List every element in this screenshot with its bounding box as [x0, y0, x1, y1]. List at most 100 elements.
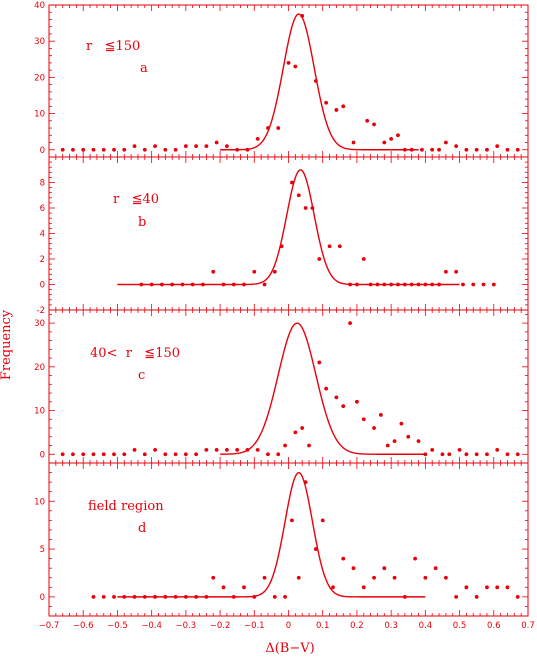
data-point [81, 147, 86, 152]
x-tick-label: −0.6 [73, 621, 94, 631]
x-tick-label: 0.3 [384, 621, 398, 631]
x-tick-labels: −0.7 −0.6 −0.5 −0.4 −0.3 −0.2 −0.1 0 0.1 0.2 0.3 0.… [39, 621, 535, 631]
data-point [255, 447, 260, 452]
data-point [160, 282, 164, 287]
panel-label: field region [88, 499, 164, 514]
data-point [142, 147, 147, 152]
data-point [242, 282, 246, 287]
data-point [495, 447, 500, 452]
data-point [337, 244, 342, 249]
panel-frame [48, 309, 529, 464]
data-point [423, 575, 428, 580]
data-point [211, 575, 216, 580]
data-point [355, 399, 359, 404]
data-point [279, 244, 284, 249]
data-point [252, 269, 257, 274]
data-point [300, 13, 305, 18]
data-point [348, 321, 352, 326]
data-point [245, 447, 250, 452]
data-point [474, 594, 479, 599]
y-tick-label: 0 [40, 281, 45, 291]
y-tick-label: 10 [34, 497, 45, 507]
data-point [183, 452, 188, 457]
data-point [153, 594, 157, 599]
data-point [382, 282, 387, 287]
data-point [378, 413, 383, 417]
data-point [194, 594, 199, 599]
data-point [201, 282, 205, 287]
y-tick-label: -2 [37, 306, 45, 316]
data-point [101, 147, 106, 152]
gaussian-fit-curve [220, 13, 419, 151]
data-point [368, 282, 373, 287]
data-point [495, 585, 500, 590]
data-point [331, 585, 335, 590]
data-point [454, 269, 459, 274]
data-point [231, 282, 236, 287]
data-point [382, 140, 387, 145]
data-point [293, 430, 298, 435]
data-point [430, 447, 435, 452]
data-point [91, 594, 96, 599]
data-point [276, 452, 281, 457]
data-point [372, 122, 376, 127]
data-point [142, 452, 147, 457]
data-point [454, 144, 459, 149]
data-point [60, 147, 65, 152]
data-point [242, 585, 246, 590]
data-point [313, 547, 318, 551]
data-point [385, 443, 390, 448]
data-point [231, 594, 236, 599]
y-tick-label: 10 [34, 110, 45, 120]
data-point [221, 282, 226, 287]
data-point [183, 594, 188, 599]
data-point [406, 434, 411, 439]
data-point [272, 594, 277, 599]
data-point [194, 144, 199, 149]
data-point [416, 282, 421, 287]
data-point [153, 447, 157, 452]
data-point [423, 452, 428, 457]
y-tick-label: 10 [34, 407, 45, 417]
data-point [122, 452, 127, 457]
data-point [283, 594, 287, 599]
data-point [214, 140, 219, 145]
data-point [204, 144, 209, 149]
data-point [375, 282, 380, 287]
data-point [464, 452, 469, 457]
data-point [204, 594, 209, 599]
data-point [474, 147, 479, 152]
data-point [183, 144, 188, 149]
x-tick-label: 0.7 [521, 621, 535, 631]
data-point [142, 594, 147, 599]
data-point [382, 566, 387, 571]
data-point [505, 452, 510, 457]
data-point [341, 404, 346, 409]
data-point [416, 439, 421, 444]
data-point [464, 585, 469, 590]
x-tick-label: −0.5 [107, 621, 128, 631]
data-point [389, 282, 394, 287]
data-point [389, 137, 394, 141]
data-point [163, 594, 168, 599]
data-point [296, 575, 301, 580]
panel-c: 0 10 20 30 40< r ≦150 c [34, 309, 529, 464]
data-point [235, 147, 240, 152]
y-tick-label: 6 [40, 204, 45, 214]
data-point [153, 144, 157, 149]
data-point [112, 594, 116, 599]
panel-label: 40< r ≦150 [90, 346, 180, 361]
data-point [515, 452, 520, 457]
data-point [402, 282, 407, 287]
data-point [396, 133, 400, 138]
y-tick-label: 0 [40, 593, 45, 603]
data-point [60, 452, 65, 457]
data-point [101, 452, 106, 457]
data-point [214, 447, 219, 452]
data-point [204, 447, 209, 452]
data-point [485, 147, 489, 152]
data-point [71, 147, 75, 152]
x-tick-label: 0 [286, 621, 291, 631]
data-point [341, 104, 346, 109]
